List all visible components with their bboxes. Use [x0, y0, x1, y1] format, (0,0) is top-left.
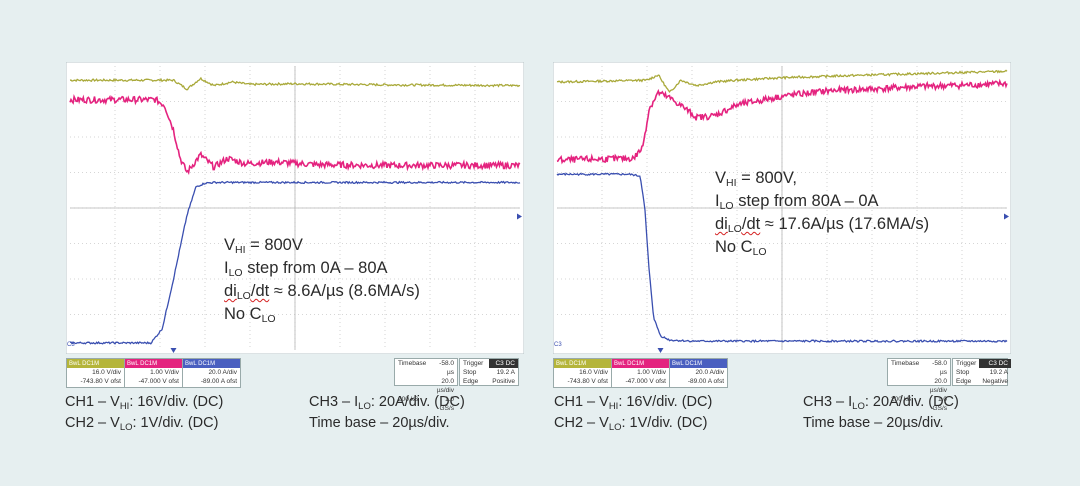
ch3-ground-marker: C3: [554, 342, 562, 348]
ch3-settings-box[interactable]: BwL DC1M 20.0 A/div -89.00 A ofst: [669, 358, 728, 388]
annotation-line-vhi: VHI = 800V,: [715, 169, 797, 189]
ch2-settings-box[interactable]: BwL DC1M 1.00 V/div -47.000 V ofst: [611, 358, 670, 388]
caption-ch1: CH1 – VHI: 16V/div. (DC): [65, 394, 224, 412]
scope-plot-right: C3: [553, 62, 1011, 354]
caption-ch3: CH3 – ILO: 20A/div. (DC): [309, 394, 465, 412]
trigger-level-marker: [1004, 213, 1009, 220]
annotation-line-vhi: VHI = 800V: [224, 236, 303, 256]
trigger-position-marker: [170, 348, 177, 353]
timebase-box[interactable]: Timebase -58.0 µs 20.0 µs/div 200 kS 1.0 G…: [394, 358, 458, 412]
annotation-line-clo: No CLO: [715, 238, 767, 258]
annotation-line-ilo: ILO step from 80A – 0A: [715, 192, 879, 212]
ch3-settings-box[interactable]: BwL DC1M 20.0 A/div -89.00 A ofst: [182, 358, 241, 388]
scope-plot-left: C3: [66, 62, 524, 354]
annotation-left: VHI = 800V ILO step from 0A – 80A diLO/d…: [224, 234, 420, 326]
trigger-position-marker: [657, 348, 664, 353]
caption-ch1: CH1 – VHI: 16V/div. (DC): [554, 394, 713, 412]
scope-infobar-right: BwL DC1M 16.0 V/div -743.80 V ofst BwL DC1…: [553, 358, 1012, 412]
timebase-box[interactable]: Timebase -58.0 µs 20.0 µs/div 200 kS 1.0 G…: [887, 358, 951, 412]
trace-ch3: [69, 180, 521, 345]
annotation-right: VHI = 800V, ILO step from 80A – 0A diLO/…: [715, 167, 929, 259]
caption-ch2: CH2 – VLO: 1V/div. (DC): [554, 415, 708, 433]
trace-ch1: [69, 76, 521, 91]
ch2-settings-box[interactable]: BwL DC1M 1.00 V/div -47.000 V ofst: [124, 358, 183, 388]
caption-left-ch12: CH1 – VHI: 16V/div. (DC) CH2 – VLO: 1V/d…: [65, 392, 223, 434]
caption-left-ch3: CH3 – ILO: 20A/div. (DC) Time base – 20µ…: [309, 392, 465, 434]
annotation-line-didt: diLO/dt ≈ 17.6A/µs (17.6MA/s): [715, 215, 930, 235]
trigger-box[interactable]: Trigger C3 DC Stop 19.2 A Edge Positive: [459, 358, 519, 386]
caption-ch2: CH2 – VLO: 1V/div. (DC): [65, 415, 219, 433]
trace-ch2: [69, 93, 521, 175]
annotation-line-didt: diLO/dt ≈ 8.6A/µs (8.6MA/s): [224, 282, 420, 302]
caption-timebase: Time base – 20µs/div.: [309, 415, 450, 431]
caption-ch3: CH3 – ILO: 20A/div. (DC): [803, 394, 959, 412]
caption-right-ch3: CH3 – ILO: 20A/div. (DC) Time base – 20µ…: [803, 392, 959, 434]
scope-panel-left: C3 VHI = 800V ILO step from 0A – 80A diL…: [65, 62, 524, 434]
annotation-line-clo: No CLO: [224, 305, 276, 325]
trace-ch1: [556, 69, 1008, 94]
scope-panel-right: C3 VHI = 800V, ILO step from 80A – 0A di…: [553, 62, 1012, 434]
ch1-settings-box[interactable]: BwL DC1M 16.0 V/div -743.80 V ofst: [66, 358, 125, 388]
scope-infobar-left: BwL DC1M 16.0 V/div -743.80 V ofst BwL DC1…: [66, 358, 524, 412]
caption-right-ch12: CH1 – VHI: 16V/div. (DC) CH2 – VLO: 1V/d…: [554, 392, 712, 434]
ch3-ground-marker: C3: [67, 342, 75, 348]
trigger-box[interactable]: Trigger C3 DC Stop 19.2 A Edge Negative: [952, 358, 1012, 386]
annotation-line-ilo: ILO step from 0A – 80A: [224, 259, 388, 279]
trigger-level-marker: [517, 213, 522, 220]
trace-ch2: [556, 78, 1008, 165]
ch1-settings-box[interactable]: BwL DC1M 16.0 V/div -743.80 V ofst: [553, 358, 612, 388]
trace-ch3: [556, 172, 1008, 344]
caption-timebase: Time base – 20µs/div.: [803, 415, 944, 431]
